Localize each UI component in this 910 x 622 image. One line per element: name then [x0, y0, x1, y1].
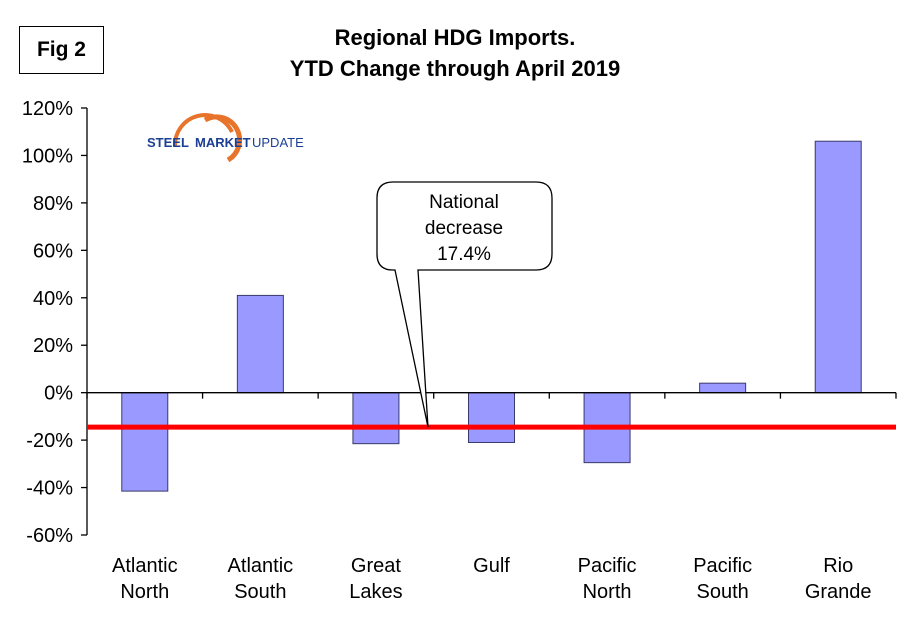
bar — [121, 392, 169, 492]
national-decrease-callout: National decrease 17.4% — [376, 181, 553, 428]
x-category-label: South — [234, 581, 286, 603]
y-tick-label: 60% — [33, 240, 73, 262]
logo-swoosh-ring — [203, 114, 243, 163]
y-tick-label: -60% — [26, 525, 73, 547]
y-tick-label: 20% — [33, 335, 73, 357]
x-category-label: Grande — [805, 581, 872, 603]
x-category-label: Atlantic — [228, 555, 294, 577]
callout-line2: decrease — [425, 218, 503, 239]
x-category-label: Gulf — [473, 555, 510, 577]
chart-title-line2: YTD Change through April 2019 — [289, 56, 621, 81]
logo-swoosh-top — [172, 113, 234, 147]
bar — [814, 140, 862, 394]
callout-bubble — [376, 181, 553, 428]
logo-word-steel: STEEL — [147, 135, 189, 150]
x-category-label: Pacific — [693, 555, 752, 577]
x-category-label: North — [120, 581, 169, 603]
y-tick-label: 80% — [33, 193, 73, 215]
y-tick-label: 100% — [22, 145, 73, 167]
x-category-label: South — [697, 581, 749, 603]
bar — [468, 392, 515, 443]
chart-title: Regional HDG Imports. YTD Change through… — [155, 22, 755, 84]
logo-word-market: MARKET — [195, 135, 251, 150]
logo-word-update: UPDATE — [252, 135, 304, 150]
axes: -60% -40% -20% 0% 20% 40% 60% 80% 100% 120% — [22, 98, 88, 547]
chart-title-line1: Regional HDG Imports. — [334, 25, 576, 50]
bar — [699, 382, 747, 394]
y-tick-label: -40% — [26, 478, 73, 500]
bar — [352, 392, 400, 445]
x-category-label: Pacific — [578, 555, 637, 577]
callout-line3: 17.4% — [437, 244, 491, 265]
x-category-label: Rio — [823, 555, 853, 577]
bar — [236, 294, 284, 394]
y-tick-label: 0% — [44, 383, 73, 405]
figure-label: Fig 2 — [36, 38, 86, 61]
x-category-label: Lakes — [349, 581, 402, 603]
callout-line1: National — [429, 192, 499, 213]
figure-label-box: Fig 2 — [19, 26, 104, 74]
steel-market-update-logo: STEEL MARKET UPDATE — [147, 113, 304, 163]
x-category-label: North — [583, 581, 632, 603]
y-tick-label: 40% — [33, 288, 73, 310]
y-tick-label: -20% — [26, 430, 73, 452]
category-labels: Atlantic North Atlantic South Great Lakes Gulf… — [112, 555, 872, 603]
y-tick-label: 120% — [22, 98, 73, 120]
x-category-label: Atlantic — [112, 555, 178, 577]
x-category-label: Great — [351, 555, 401, 577]
zero-line-group — [86, 392, 897, 399]
